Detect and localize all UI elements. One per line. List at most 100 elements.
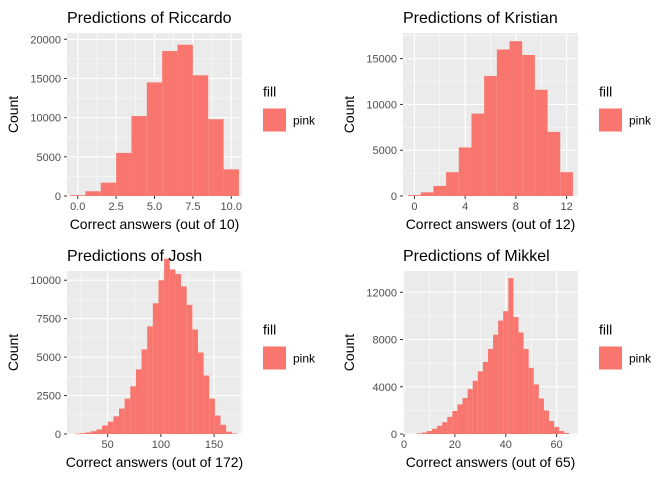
y-tick-label: 10000 bbox=[30, 113, 61, 125]
histogram-bar bbox=[131, 116, 147, 196]
y-tick-label: 12000 bbox=[366, 287, 397, 299]
histogram-bar bbox=[177, 44, 193, 196]
histogram-bar bbox=[90, 431, 97, 434]
histogram-bar bbox=[208, 119, 224, 196]
y-axis-title: Count bbox=[5, 334, 21, 371]
y-tick-label: 10000 bbox=[366, 99, 397, 111]
histogram-bar bbox=[416, 433, 422, 434]
y-tick-label: 2500 bbox=[37, 391, 61, 403]
histogram-bar bbox=[158, 280, 165, 434]
histogram-bar bbox=[152, 303, 159, 434]
histogram-bar bbox=[223, 169, 239, 196]
histogram-bar bbox=[130, 386, 136, 434]
histogram-bar bbox=[141, 349, 148, 434]
histogram-bar bbox=[528, 367, 534, 434]
x-tick-label: 100 bbox=[152, 439, 170, 451]
histogram-bar bbox=[226, 431, 232, 434]
histogram-bar bbox=[220, 424, 227, 434]
x-tick-label: 60 bbox=[551, 439, 563, 451]
histogram-bar bbox=[197, 352, 204, 434]
histogram-bar bbox=[522, 54, 535, 197]
histogram-bar bbox=[421, 432, 427, 434]
histogram-bar bbox=[102, 425, 108, 434]
chart-panel-1: 0.0 2.5 5.0 7.5 10.0 0 5000 10000 15000 20000 Pred… bbox=[5, 10, 316, 232]
legend-label: pink bbox=[629, 114, 652, 128]
histogram-bar bbox=[214, 415, 221, 434]
y-tick-label: 0 bbox=[55, 191, 61, 203]
legend-key bbox=[263, 346, 286, 370]
x-axis-title: Correct answers (out of 172) bbox=[66, 454, 243, 470]
histogram-bar bbox=[538, 398, 544, 434]
y-tick-label: 0 bbox=[391, 429, 397, 441]
histogram-bar bbox=[487, 348, 494, 434]
legend-key bbox=[599, 108, 622, 132]
histogram-bar bbox=[477, 371, 483, 434]
histogram-bar bbox=[209, 398, 215, 434]
y-tick-label: 0 bbox=[391, 191, 397, 203]
x-tick-label: 8 bbox=[513, 201, 519, 213]
histogram-bar bbox=[100, 182, 117, 196]
histogram-bar bbox=[472, 380, 478, 434]
x-tick-label: 0 bbox=[411, 201, 417, 213]
x-tick-label: 40 bbox=[500, 439, 512, 451]
chart-title: Predictions of Riccardo bbox=[67, 10, 232, 27]
histogram-bar bbox=[559, 431, 565, 434]
chart-panel-2: 0 4 8 12 0 5000 10000 15000 Predictions of Krist… bbox=[341, 10, 652, 232]
histogram-bar bbox=[192, 75, 209, 196]
histogram-bar bbox=[513, 317, 519, 434]
y-axis-title: Count bbox=[341, 334, 357, 371]
x-tick-label: 50 bbox=[102, 439, 114, 451]
histogram-bar bbox=[116, 152, 132, 196]
chart-panel-3: 50 100 150 0 2500 5000 7500 10000 Predictions of… bbox=[5, 248, 316, 470]
histogram-bar bbox=[508, 278, 514, 434]
histogram-bar bbox=[431, 428, 438, 434]
chart-title: Predictions of Josh bbox=[67, 248, 202, 265]
x-tick-label: 2.5 bbox=[108, 201, 123, 213]
x-tick-label: 0 bbox=[401, 439, 407, 451]
histogram-bar bbox=[169, 269, 176, 434]
legend-title: fill bbox=[599, 84, 612, 100]
histogram-bar bbox=[533, 384, 539, 434]
legend-label: pink bbox=[629, 352, 652, 366]
histogram-bar bbox=[79, 433, 86, 434]
histogram-bar bbox=[146, 82, 163, 196]
histogram-bar bbox=[452, 410, 458, 434]
y-tick-label: 0 bbox=[55, 429, 61, 441]
x-axis-title: Correct answers (out of 12) bbox=[406, 216, 576, 232]
legend-title: fill bbox=[263, 322, 276, 338]
x-tick-label: 5.0 bbox=[147, 201, 162, 213]
histogram-bar bbox=[433, 185, 447, 196]
histogram-bar bbox=[482, 361, 488, 434]
histogram-bar bbox=[543, 410, 550, 434]
histogram-bar bbox=[181, 286, 187, 434]
histogram-bar bbox=[164, 258, 170, 434]
histogram-bar bbox=[437, 425, 443, 434]
y-tick-label: 7500 bbox=[37, 314, 61, 326]
x-axis-title: Correct answers (out of 10) bbox=[70, 216, 240, 232]
y-axis-title: Count bbox=[5, 96, 21, 133]
histogram-bar bbox=[118, 408, 125, 434]
legend-label: pink bbox=[293, 352, 316, 366]
histogram-bar bbox=[124, 398, 131, 434]
chart-title: Predictions of Mikkel bbox=[403, 248, 550, 265]
y-tick-label: 15000 bbox=[366, 54, 397, 66]
histogram-bar bbox=[457, 404, 463, 434]
histogram-bar bbox=[186, 304, 193, 434]
y-tick-label: 10000 bbox=[30, 275, 61, 287]
x-tick-label: 4 bbox=[462, 201, 468, 213]
histogram-bar bbox=[73, 433, 80, 435]
histogram-bar bbox=[135, 369, 142, 434]
histogram-bar bbox=[175, 274, 182, 434]
histogram-bar bbox=[462, 397, 468, 434]
histogram-bar bbox=[560, 172, 573, 196]
y-tick-label: 5000 bbox=[37, 152, 61, 164]
histogram-bar bbox=[107, 421, 114, 434]
histogram-bar bbox=[113, 416, 119, 434]
histogram-bar bbox=[523, 348, 529, 434]
histogram-bar bbox=[467, 389, 473, 434]
x-tick-label: 10.0 bbox=[221, 201, 242, 213]
histogram-bar bbox=[162, 51, 178, 196]
x-tick-label: 0.0 bbox=[70, 201, 85, 213]
y-tick-label: 5000 bbox=[37, 352, 61, 364]
